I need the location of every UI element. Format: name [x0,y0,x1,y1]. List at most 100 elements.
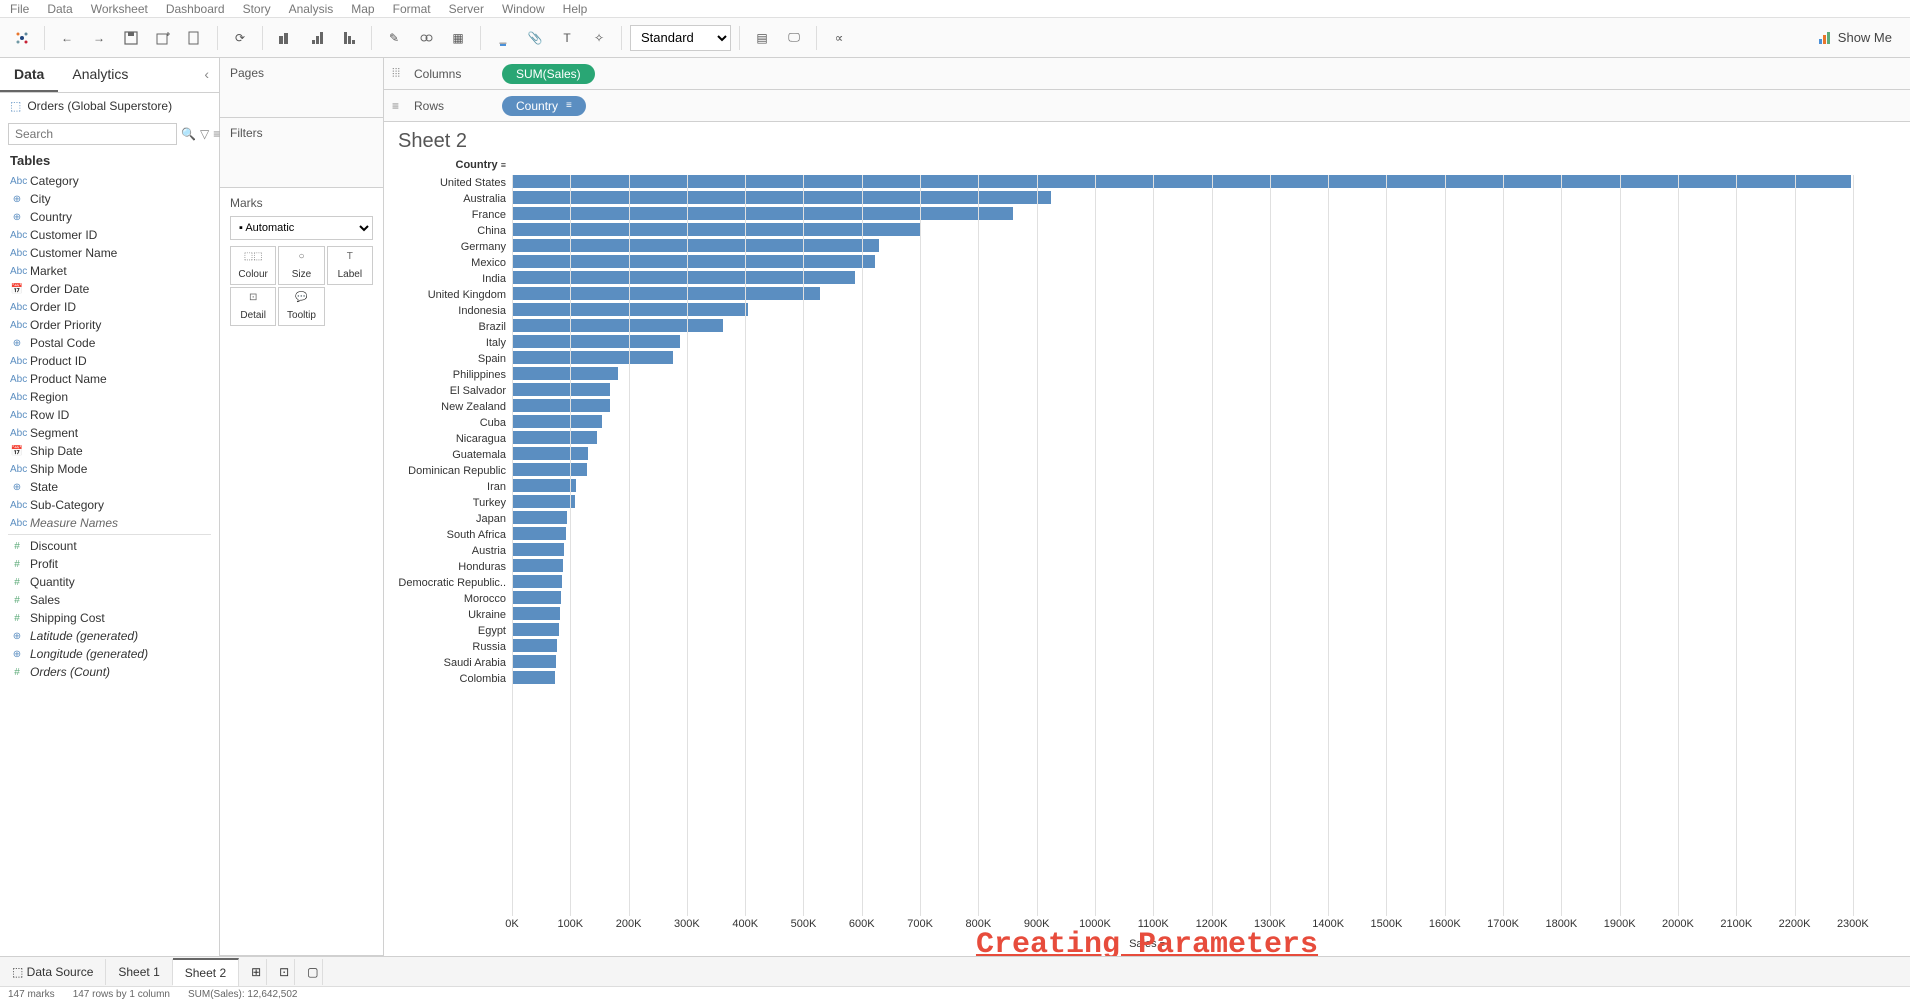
bar[interactable] [512,479,576,492]
bar[interactable] [512,383,610,396]
field-market[interactable]: AbcMarket [0,262,219,280]
new-story-button[interactable]: ▢ [295,959,323,985]
swap-button[interactable] [271,24,299,52]
bar[interactable] [512,671,555,684]
share-button[interactable]: ∝ [825,24,853,52]
bar[interactable] [512,207,1013,220]
menu-file[interactable]: File [10,2,29,16]
collapse-pane-icon[interactable]: ‹ [194,58,219,92]
fit-select[interactable]: Standard [630,25,731,51]
menu-map[interactable]: Map [351,2,374,16]
bar[interactable] [512,559,563,572]
bar[interactable] [512,623,559,636]
highlight-button[interactable]: ✎ [380,24,408,52]
mark-label[interactable]: TLabel [327,246,373,285]
bar[interactable] [512,607,560,620]
refresh-button[interactable]: ⟳ [226,24,254,52]
field-measure-names[interactable]: AbcMeasure Names [0,514,219,532]
field-order-id[interactable]: AbcOrder ID [0,298,219,316]
bar[interactable] [512,543,564,556]
new-worksheet-button[interactable] [181,24,209,52]
filters-shelf[interactable]: Filters [220,118,383,188]
bar[interactable] [512,367,618,380]
tab-sheet-1[interactable]: Sheet 1 [106,959,172,985]
field-ship-date[interactable]: 📅Ship Date [0,442,219,460]
field-sub-category[interactable]: AbcSub-Category [0,496,219,514]
search-icon[interactable]: 🔍 [181,125,196,143]
field-postal-code[interactable]: ⊕Postal Code [0,334,219,352]
field-discount[interactable]: #Discount [0,537,219,555]
search-input[interactable] [8,123,177,145]
bar[interactable] [512,575,562,588]
field-shipping-cost[interactable]: #Shipping Cost [0,609,219,627]
bar[interactable] [512,319,723,332]
field-order-date[interactable]: 📅Order Date [0,280,219,298]
field-order-priority[interactable]: AbcOrder Priority [0,316,219,334]
datasource-row[interactable]: ⬚ Orders (Global Superstore) [0,93,219,119]
field-state[interactable]: ⊕State [0,478,219,496]
bar[interactable] [512,351,673,364]
marks-type-select[interactable]: ▪ Automatic [230,216,373,240]
sort-desc-button[interactable] [335,24,363,52]
menu-analysis[interactable]: Analysis [289,2,334,16]
label-button[interactable]: T [553,24,581,52]
menu-server[interactable]: Server [449,2,484,16]
menu-data[interactable]: Data [47,2,72,16]
mark-colour[interactable]: ⬚⬚Colour [230,246,276,285]
group-button[interactable] [412,24,440,52]
menu-worksheet[interactable]: Worksheet [91,2,148,16]
tab-analytics[interactable]: Analytics [58,58,142,92]
back-button[interactable]: ← [53,24,81,52]
menu-help[interactable]: Help [563,2,588,16]
field-orders-count-[interactable]: #Orders (Count) [0,663,219,681]
new-data-button[interactable] [149,24,177,52]
bars-area[interactable] [512,157,1910,916]
menu-dashboard[interactable]: Dashboard [166,2,225,16]
field-quantity[interactable]: #Quantity [0,573,219,591]
save-button[interactable] [117,24,145,52]
field-row-id[interactable]: AbcRow ID [0,406,219,424]
filter-icon[interactable]: ▽ [200,125,209,143]
bar[interactable] [512,495,575,508]
bar[interactable] [512,655,556,668]
pin-button[interactable]: 📎 [521,24,549,52]
bar[interactable] [512,431,597,444]
bar[interactable] [512,511,567,524]
bar[interactable] [512,287,820,300]
bar[interactable] [512,303,748,316]
bar[interactable] [512,591,561,604]
bar[interactable] [512,191,1051,204]
field-city[interactable]: ⊕City [0,190,219,208]
bar[interactable] [512,239,879,252]
tab-data[interactable]: Data [0,58,58,92]
new-dashboard-button[interactable]: ⊡ [267,959,295,985]
field-latitude-generated-[interactable]: ⊕Latitude (generated) [0,627,219,645]
mark-size[interactable]: ○Size [278,246,324,285]
field-customer-name[interactable]: AbcCustomer Name [0,244,219,262]
new-sheet-button[interactable]: ⊞ [239,959,267,985]
mark-tooltip[interactable]: 💬Tooltip [278,287,324,326]
bar[interactable] [512,639,557,652]
field-profit[interactable]: #Profit [0,555,219,573]
show-me-button[interactable]: Show Me [1818,30,1902,45]
tab-datasource[interactable]: ⬚ Data Source [0,959,106,985]
field-product-id[interactable]: AbcProduct ID [0,352,219,370]
field-customer-id[interactable]: AbcCustomer ID [0,226,219,244]
field-sales[interactable]: #Sales [0,591,219,609]
bar[interactable] [512,223,921,236]
tab-sheet-2[interactable]: Sheet 2 [173,958,239,986]
bar[interactable] [512,415,602,428]
pages-shelf[interactable]: Pages [220,58,383,118]
field-country[interactable]: ⊕Country [0,208,219,226]
star-button[interactable]: ✧ [585,24,613,52]
field-product-name[interactable]: AbcProduct Name [0,370,219,388]
columns-shelf[interactable]: ⦙⦙⦙ Columns SUM(Sales) [384,58,1910,90]
forward-button[interactable]: → [85,24,113,52]
bar[interactable] [512,527,566,540]
rows-pill[interactable]: Country≡ [502,96,586,116]
field-ship-mode[interactable]: AbcShip Mode [0,460,219,478]
bar[interactable] [512,399,610,412]
sort-asc-button[interactable] [303,24,331,52]
rows-shelf[interactable]: ≡ Rows Country≡ [384,90,1910,122]
menu-story[interactable]: Story [243,2,271,16]
